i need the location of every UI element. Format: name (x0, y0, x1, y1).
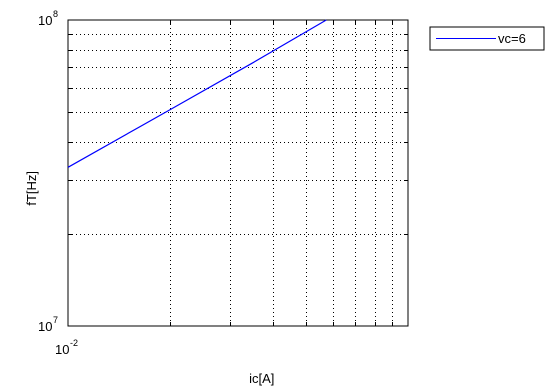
tick-labels: 10 -210 710 8 (38, 9, 78, 357)
plot-area-frame (67, 19, 409, 327)
series-group (67, 19, 327, 168)
grid-lines (68, 20, 408, 326)
y-tick-label-base: 10 (38, 13, 52, 28)
y-tick-label-base: 10 (38, 319, 52, 334)
y-tick-label-exp: 8 (53, 9, 58, 19)
x-tick-label-exp: -2 (70, 338, 78, 348)
y-tick-label-0: 10 7 (38, 315, 58, 334)
y-axis-label: fT[Hz] (24, 171, 39, 206)
y-tick-label-exp: 7 (53, 315, 58, 325)
legend-label-vc6: vc=6 (498, 31, 526, 46)
legend: vc=6 (429, 26, 545, 51)
y-tick-label-1: 10 8 (38, 9, 58, 28)
series-line-vc6 (67, 19, 327, 168)
x-tick-label-0: 10 -2 (55, 338, 78, 357)
x-tick-label-base: 10 (55, 342, 69, 357)
x-axis-label: ic[A] (249, 371, 274, 386)
axis-ticks (68, 20, 408, 326)
